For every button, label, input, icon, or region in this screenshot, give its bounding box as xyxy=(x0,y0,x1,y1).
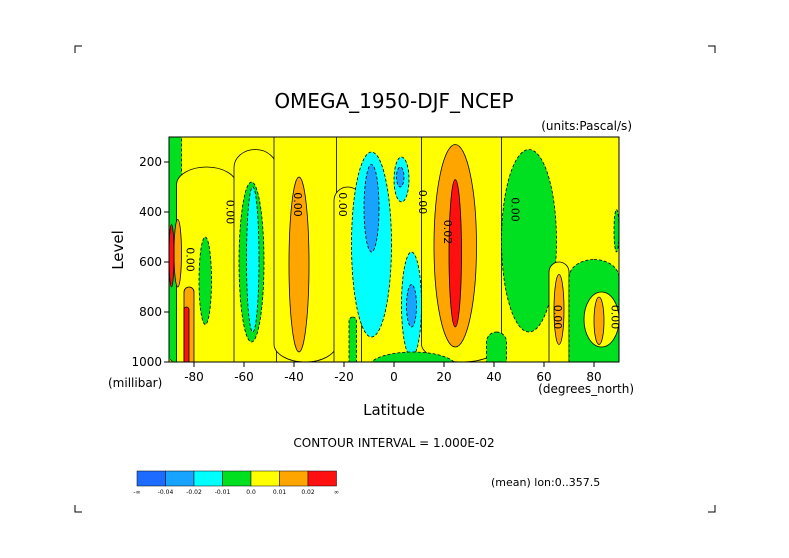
corner-mark-bottom-right xyxy=(708,505,716,513)
contour-region--0.01_0.0-24 xyxy=(501,149,557,333)
contour-labels: 0.00 0.00 0.00 0.00 0.00 0.02 0.00 0.00 0.00 xyxy=(184,190,622,330)
contour-interval-text: CONTOUR INTERVAL = 1.000E-02 xyxy=(293,436,494,450)
contour-label-6: 0.00 xyxy=(509,197,522,222)
contour-region--0.01_0.0-23 xyxy=(486,331,507,362)
contour-label-7: 0.00 xyxy=(551,305,564,330)
contour-region-0.01_0.02-2 xyxy=(173,219,182,288)
contour-label-4: 0.00 xyxy=(416,190,429,215)
legend-swatch-6 xyxy=(307,470,337,487)
contour-region--0.04_-0.02-17 xyxy=(396,166,405,188)
contour-region--0.04_-0.02-19 xyxy=(406,284,417,328)
units-label: (units:Pascal/s) xyxy=(541,119,632,133)
legend-swatch-1 xyxy=(165,470,195,487)
x-tick-label-4: 0 xyxy=(390,370,398,384)
legend-swatch-5 xyxy=(279,470,309,487)
y-axis-label: Level xyxy=(109,230,127,270)
x-axis-label: Latitude xyxy=(363,401,425,419)
legend-swatch-4 xyxy=(250,470,280,487)
corner-mark-top-right xyxy=(708,45,716,53)
contour-label-3: 0.00 xyxy=(336,192,349,217)
y-axis-ticks: 200 400 600 800 1000 xyxy=(131,155,169,369)
legend-label-4: 0.0 xyxy=(246,489,256,496)
y-tick-label-0: 200 xyxy=(139,155,162,169)
x-tick-label-3: -20 xyxy=(334,370,354,384)
legend-label-2: -0.02 xyxy=(186,489,202,496)
contour-region--0.02_-0.01-9 xyxy=(246,186,260,333)
legend-label-5: 0.01 xyxy=(273,489,287,496)
contour-region-0.01_0.02-29 xyxy=(593,296,605,345)
contour-region--0.01_0.0-30 xyxy=(613,209,619,253)
y-axis-units: (millibar) xyxy=(108,376,162,390)
x-axis-ticks: -80 -60 -40 -20 0 20 40 60 80 xyxy=(184,362,602,384)
contour-label-5: 0.02 xyxy=(441,220,454,245)
contour-region-gt_0.02-22 xyxy=(448,179,462,328)
contour-region-0.01_0.02-26 xyxy=(553,274,565,345)
x-tick-label-0: -80 xyxy=(184,370,204,384)
x-tick-label-2: -40 xyxy=(284,370,304,384)
contour-label-2: 0.00 xyxy=(291,192,304,217)
y-tick-label-4: 1000 xyxy=(131,355,162,369)
contour-label-0: 0.00 xyxy=(184,247,197,272)
legend-swatch-0 xyxy=(136,470,166,487)
x-axis-units: (degrees_north) xyxy=(538,382,634,396)
legend-label-7: ∞ xyxy=(334,489,339,496)
legend-swatch-3 xyxy=(222,470,252,487)
y-tick-label-3: 800 xyxy=(139,305,162,319)
contour-label-8: 0.00 xyxy=(609,305,622,330)
contour-region-gt_0.02-5 xyxy=(183,306,190,362)
corner-mark-bottom-left xyxy=(74,505,82,513)
legend-swatch-2 xyxy=(193,470,223,487)
mean-note: (mean) lon:0..357.5 xyxy=(491,476,600,489)
legend-label-3: -0.01 xyxy=(215,489,231,496)
x-tick-label-6: 40 xyxy=(486,370,501,384)
plot-area xyxy=(169,137,619,362)
color-legend: -∞ -0.04 -0.02 -0.01 0.0 0.01 0.02 ∞ xyxy=(133,470,339,496)
contour-region-gt_0.02-3 xyxy=(169,224,175,288)
contour-label-1: 0.00 xyxy=(224,200,237,225)
legend-label-0: -∞ xyxy=(133,489,140,496)
contour-region--0.01_0.0-15 xyxy=(348,316,357,362)
x-tick-label-7: 60 xyxy=(536,370,551,384)
contour-region-0.01_0.02-11 xyxy=(288,176,310,353)
legend-label-6: 0.02 xyxy=(301,489,315,496)
y-tick-label-2: 600 xyxy=(139,255,162,269)
y-tick-label-1: 400 xyxy=(139,205,162,219)
chart-title: OMEGA_1950-DJF_NCEP xyxy=(274,89,513,113)
contour-region--0.01_0.0-6 xyxy=(198,236,212,325)
legend-label-1: -0.04 xyxy=(158,489,174,496)
contour-region--0.01_0.0-31 xyxy=(370,351,455,362)
contour-region--0.04_-0.02-14 xyxy=(363,164,380,253)
corner-marks xyxy=(74,45,716,513)
corner-mark-top-left xyxy=(74,45,82,53)
x-tick-label-8: 80 xyxy=(586,370,601,384)
x-tick-label-5: 20 xyxy=(436,370,451,384)
x-tick-label-1: -60 xyxy=(234,370,254,384)
